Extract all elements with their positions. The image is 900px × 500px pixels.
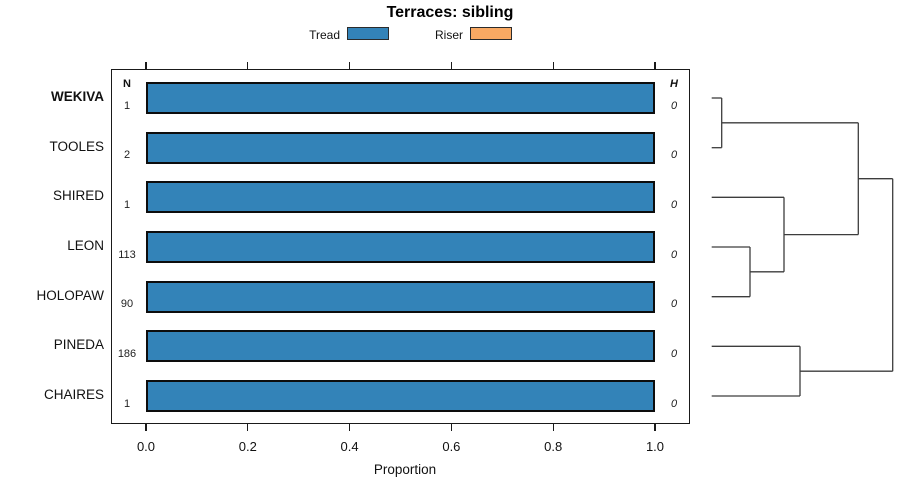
- category-label-tooles: TOOLES: [49, 138, 104, 154]
- n-column-header: N: [123, 78, 131, 90]
- n-value: 113: [118, 248, 136, 261]
- h-value: 0: [670, 347, 678, 360]
- n-value: 1: [123, 99, 131, 112]
- axis-tick-label: 1.0: [645, 439, 665, 454]
- x-axis-label: Proportion: [373, 462, 437, 477]
- h-value: 0: [670, 198, 678, 211]
- axis-tick-label: 0.2: [238, 439, 257, 454]
- category-label-wekiva: WEKIVA: [51, 89, 104, 104]
- h-value: 0: [670, 149, 678, 162]
- category-label-holopaw: HOLOPAW: [36, 287, 104, 303]
- axis-tick-bottom: [349, 424, 351, 431]
- bar-tread-tooles: [146, 131, 655, 164]
- axis-tick-top: [450, 62, 452, 69]
- legend-swatch-tread: [347, 27, 389, 40]
- n-value: 1: [123, 198, 131, 211]
- legend-swatch-riser: [470, 27, 512, 40]
- legend-label-riser: Riser: [434, 28, 463, 42]
- n-value: 90: [120, 298, 134, 311]
- chart-title: Terraces: sibling: [386, 4, 514, 21]
- h-value: 0: [670, 397, 678, 410]
- axis-tick-label: 0.8: [544, 439, 563, 454]
- axis-tick-bottom: [450, 424, 452, 431]
- axis-tick-top: [552, 62, 554, 69]
- axis-tick-label: 0.0: [136, 439, 156, 454]
- h-value: 0: [670, 99, 678, 112]
- category-label-shired: SHIRED: [52, 188, 104, 204]
- h-value: 0: [670, 298, 678, 311]
- bar-tread-wekiva: [146, 82, 655, 114]
- axis-tick-top: [654, 62, 656, 69]
- category-label-leon: LEON: [67, 238, 104, 253]
- h-value: 0: [670, 248, 678, 261]
- axis-tick-label: 0.4: [340, 439, 359, 454]
- n-value: 2: [123, 149, 131, 162]
- axis-tick-top: [145, 62, 147, 69]
- plot-box: [111, 69, 690, 424]
- h-column-header: H: [670, 78, 678, 90]
- bar-tread-pineda: [146, 330, 655, 363]
- category-label-chaires: CHAIRES: [43, 387, 104, 402]
- category-label-pineda: PINEDA: [53, 337, 104, 353]
- axis-tick-bottom: [552, 424, 554, 431]
- bar-tread-chaires: [146, 380, 655, 412]
- axis-tick-bottom: [145, 424, 147, 431]
- n-value: 186: [117, 347, 137, 360]
- axis-tick-top: [247, 62, 249, 69]
- n-value: 1: [123, 397, 131, 410]
- legend-label-tread: Tread: [309, 28, 340, 42]
- axis-tick-label: 0.6: [442, 439, 461, 454]
- axis-tick-bottom: [654, 424, 656, 431]
- axis-tick-bottom: [247, 424, 249, 431]
- axis-tick-top: [349, 62, 351, 69]
- bar-tread-shired: [146, 181, 655, 214]
- bar-tread-leon: [146, 231, 655, 263]
- bar-tread-holopaw: [146, 280, 655, 313]
